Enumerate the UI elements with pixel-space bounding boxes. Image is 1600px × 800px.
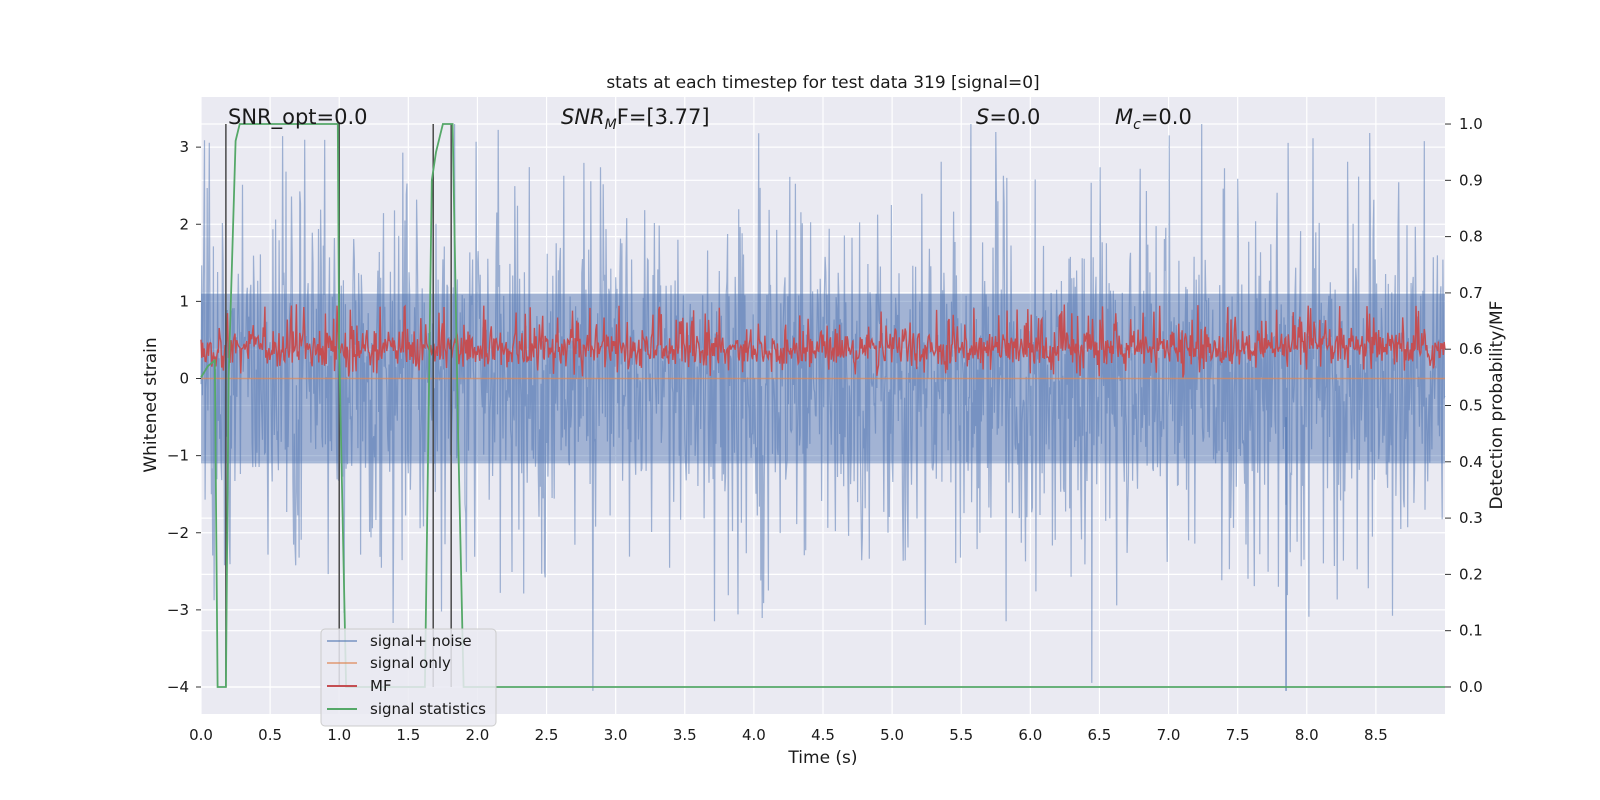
y2-tick-label: 0.7 xyxy=(1459,284,1483,302)
y-tick-label: −4 xyxy=(167,678,189,696)
legend-label-mf: MF xyxy=(370,677,392,695)
y-tick-label: 0 xyxy=(179,370,189,388)
x-tick-label: 5.0 xyxy=(880,726,904,744)
x-tick-label: 6.0 xyxy=(1018,726,1042,744)
x-tick-label: 3.5 xyxy=(673,726,697,744)
x-axis-label: Time (s) xyxy=(787,748,857,768)
x-tick-label: 7.0 xyxy=(1157,726,1181,744)
snr-mf-base: SNR xyxy=(561,105,605,129)
mc-base: M xyxy=(1115,105,1133,129)
y2-tick-label: 0.4 xyxy=(1459,453,1483,471)
snr-mf-sub: M xyxy=(605,117,617,133)
y2-tick-label: 1.0 xyxy=(1459,115,1483,133)
y2-tick-label: 0.5 xyxy=(1459,397,1483,415)
y2-tick-label: 0.0 xyxy=(1459,678,1483,696)
y-tick-label: −2 xyxy=(167,524,189,542)
x-tick-label: 8.5 xyxy=(1364,726,1388,744)
x-tick-label: 4.0 xyxy=(742,726,766,744)
y-tick-label: 1 xyxy=(179,292,189,310)
s-base: S xyxy=(976,105,989,129)
y2-tick-label: 0.1 xyxy=(1459,622,1483,640)
x-tick-label: 0.5 xyxy=(258,726,282,744)
y2-axis-label: Detection probability/MF xyxy=(1487,301,1507,510)
y-axis-ticks: 3 2 1 0 −1 −2 −3 −4 xyxy=(167,138,201,696)
signal-noise-line xyxy=(200,123,1446,691)
mc-tail: =0.0 xyxy=(1141,105,1192,129)
y-tick-label: 3 xyxy=(179,138,189,156)
y-axis-label: Whitened strain xyxy=(141,337,161,472)
y-tick-label: −3 xyxy=(167,601,189,619)
y-tick-label: 2 xyxy=(179,215,189,233)
legend-label-signal-only: signal only xyxy=(370,654,451,672)
snr-mf-tail: F=[3.77] xyxy=(617,105,710,129)
annotation-mc: Mc=0.0 xyxy=(1115,105,1192,133)
x-tick-label: 5.5 xyxy=(949,726,973,744)
x-tick-label: 8.0 xyxy=(1295,726,1319,744)
x-tick-label: 2.5 xyxy=(535,726,559,744)
annotation-snr-mf: SNRMF=[3.77] xyxy=(561,105,710,133)
y2-tick-label: 0.3 xyxy=(1459,509,1483,527)
x-tick-label: 4.5 xyxy=(811,726,835,744)
mf-series xyxy=(200,304,1446,378)
mf-line xyxy=(200,304,1446,378)
legend-box xyxy=(320,628,497,727)
mc-sub: c xyxy=(1133,117,1141,133)
legend-label-statistics: signal statistics xyxy=(370,700,486,718)
x-axis-ticks: 0.0 0.5 1.0 1.5 2.0 2.5 3.0 3.5 4.0 4.5 5.0 5.5 6.0 6… xyxy=(189,726,1388,744)
annotation-snr-opt: SNR_opt=0.0 xyxy=(228,105,368,130)
x-tick-label: 0.0 xyxy=(189,726,213,744)
y-tick-label: −1 xyxy=(167,447,189,465)
x-tick-label: 2.0 xyxy=(466,726,490,744)
x-tick-label: 1.0 xyxy=(327,726,351,744)
x-tick-label: 1.5 xyxy=(396,726,420,744)
y2-axis-ticks: 1.0 0.9 0.8 0.7 0.6 0.5 0.4 0.3 0.2 0.1 0.0 xyxy=(1445,115,1483,696)
x-tick-label: 7.5 xyxy=(1226,726,1250,744)
y2-tick-label: 0.6 xyxy=(1459,340,1483,358)
x-tick-label: 6.5 xyxy=(1088,726,1112,744)
x-tick-label: 3.0 xyxy=(604,726,628,744)
annotation-s: S=0.0 xyxy=(976,105,1040,129)
chart-title: stats at each timestep for test data 319… xyxy=(606,73,1039,93)
legend: signal+ noise signal only MF signal stat… xyxy=(320,628,497,727)
s-tail: =0.0 xyxy=(989,105,1040,129)
y2-tick-label: 0.8 xyxy=(1459,228,1483,246)
legend-label-signal-noise: signal+ noise xyxy=(370,632,472,650)
y2-tick-label: 0.2 xyxy=(1459,565,1483,583)
y2-tick-label: 0.9 xyxy=(1459,171,1483,189)
